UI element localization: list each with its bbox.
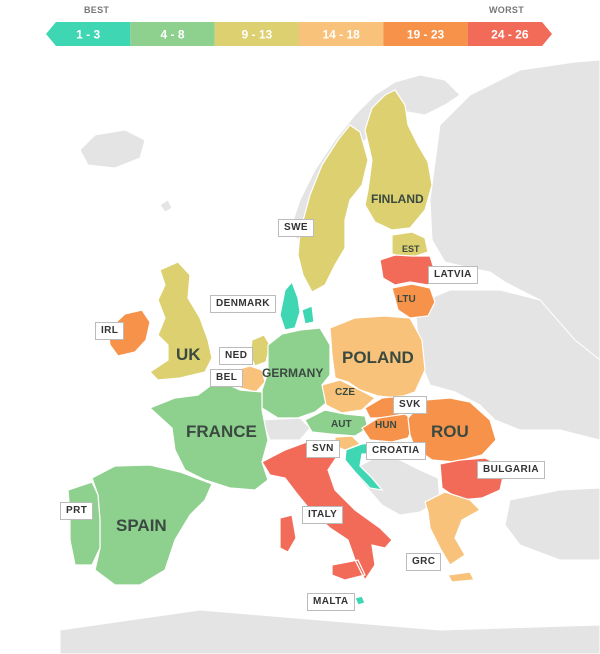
label-denmark: DENMARK [210, 295, 276, 313]
legend-bin-5 [383, 22, 468, 46]
label-netherlands: NED [219, 347, 254, 365]
label-romania: ROU [431, 422, 469, 441]
label-belgium: BEL [210, 369, 244, 387]
label-slovenia: SVN [306, 440, 340, 458]
svalbard-islands [159, 199, 173, 213]
eu-map: FINLAND SWE EST LATVIA LTU DENMARK IRL U… [0, 50, 600, 654]
label-italy: ITALY [302, 506, 344, 524]
non-eu-land [59, 59, 600, 654]
switzerland [261, 417, 311, 441]
label-uk: UK [176, 345, 201, 364]
label-bulgaria: BULGARIA [477, 461, 545, 479]
legend-bar: 1 - 3 4 - 8 9 - 13 14 - 18 19 - 23 24 - 26 [46, 22, 552, 46]
country-lithuania [391, 283, 436, 319]
label-hungary: HUN [375, 420, 397, 431]
label-slovakia: SVK [393, 396, 427, 414]
country-denmark [279, 280, 315, 331]
label-austria: AUT [331, 419, 352, 430]
country-poland [329, 315, 426, 399]
label-spain: SPAIN [116, 516, 167, 535]
country-latvia [379, 254, 436, 286]
label-germany: GERMANY [262, 366, 324, 380]
label-poland: POLAND [342, 348, 414, 367]
label-finland: FINLAND [371, 192, 424, 206]
legend-bin-label-6: 24 - 26 [491, 28, 529, 42]
country-finland [364, 89, 433, 231]
legend-bin-label-1: 1 - 3 [76, 28, 100, 42]
legend-bin-label-5: 19 - 23 [407, 28, 445, 42]
label-lithuania: LTU [397, 294, 416, 305]
legend-bin-label-2: 4 - 8 [160, 28, 184, 42]
belarus-ukraine [414, 289, 600, 441]
legend-bin-label-3: 9 - 13 [241, 28, 272, 42]
label-greece: GRC [406, 553, 442, 571]
legend-bin-label-4: 14 - 18 [322, 28, 360, 42]
legend-best-label: BEST [84, 5, 110, 15]
north-africa [59, 609, 600, 654]
label-portugal: PRT [60, 502, 94, 520]
label-malta: MALTA [307, 593, 355, 611]
legend-bin-4 [299, 22, 384, 46]
country-czechia [321, 379, 377, 414]
country-estonia [391, 231, 429, 259]
turkey [504, 487, 600, 561]
country-sweden [297, 124, 369, 293]
legend-worst-label: WORST [489, 5, 524, 15]
legend-bin-2 [130, 22, 215, 46]
legend-bin-6 [467, 22, 552, 46]
legend-bin-3 [214, 22, 299, 46]
label-latvia: LATVIA [428, 266, 478, 284]
label-france: FRANCE [186, 422, 257, 441]
label-ireland: IRL [95, 322, 125, 340]
label-czechia: CZE [335, 387, 355, 398]
country-ireland [107, 309, 151, 357]
country-greece [424, 491, 481, 583]
map-svg [59, 59, 600, 654]
legend-bin-1 [46, 22, 131, 46]
country-malta [354, 595, 366, 606]
country-portugal [67, 481, 101, 566]
country-uk [149, 261, 213, 381]
legend: BEST WORST 1 - 3 4 - 8 9 - 13 14 - 18 19 - 2… [0, 0, 600, 50]
label-sweden: SWE [278, 219, 314, 237]
label-estonia: EST [402, 244, 420, 254]
label-croatia: CROATIA [366, 442, 426, 460]
iceland [79, 129, 146, 169]
